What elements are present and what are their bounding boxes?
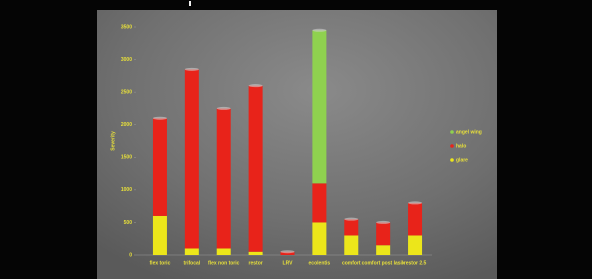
bar-segment xyxy=(217,248,231,255)
y-tick-label: 2000 xyxy=(121,122,132,128)
x-tick-label: restor 2.5 xyxy=(404,260,427,266)
x-tick-label: comfort post lasik xyxy=(362,260,405,266)
bar-segment xyxy=(408,203,422,236)
page: {"chart_data": {"type": "bar", "stacked"… xyxy=(0,0,592,279)
legend-label: halo xyxy=(456,143,466,149)
bar-cap xyxy=(344,218,358,221)
bar-segment xyxy=(376,245,390,255)
x-tick-label: restor xyxy=(249,260,263,266)
y-tick-label: 1500 xyxy=(121,155,132,161)
bar-cap xyxy=(312,29,326,32)
bar-cap xyxy=(153,117,167,120)
bar-segment xyxy=(312,30,326,183)
bar-cap xyxy=(217,107,231,110)
bar-segment xyxy=(153,216,167,255)
bar-segment xyxy=(249,252,263,255)
legend-label: glare xyxy=(456,157,468,163)
bar-cap xyxy=(249,84,263,87)
bar-segment xyxy=(376,222,390,245)
bar-segment xyxy=(344,219,358,235)
bar-segment xyxy=(185,69,199,248)
y-tick-label: 1000 xyxy=(121,187,132,193)
chart: Severity 0 500 1000 1500 2000 2500 3000 3500 fle… xyxy=(0,0,592,279)
y-tick-label: 3500 xyxy=(121,24,132,30)
legend-swatch xyxy=(450,144,454,148)
x-tick-label: ecolentis xyxy=(309,260,331,266)
x-tick-label: comfort xyxy=(342,260,361,266)
legend-label: angel wing xyxy=(456,129,482,135)
y-tick-label: 0 xyxy=(129,252,132,258)
x-tick-label: trifocal xyxy=(183,260,200,266)
bar-segment xyxy=(249,86,263,252)
bar-cap xyxy=(185,68,199,71)
y-tick-label: 2500 xyxy=(121,89,132,95)
bar-segment xyxy=(217,108,231,248)
x-tick-label: LRV xyxy=(283,260,294,266)
bar-cap xyxy=(281,250,295,253)
bar-segment xyxy=(185,248,199,255)
bar-segment xyxy=(153,118,167,216)
y-axis-title: Severity xyxy=(110,131,116,151)
legend-swatch xyxy=(450,130,454,134)
bar-segment xyxy=(344,235,358,255)
x-tick-label: flex non toric xyxy=(208,260,240,266)
bar-segment xyxy=(312,183,326,222)
x-tick-label: flex toric xyxy=(150,260,171,266)
bar-segment xyxy=(312,222,326,255)
bar-cap xyxy=(408,201,422,204)
legend-swatch xyxy=(450,158,454,162)
bar-segment xyxy=(408,235,422,255)
y-tick-label: 500 xyxy=(124,220,133,226)
y-tick-label: 3000 xyxy=(121,57,132,63)
bar-cap xyxy=(376,221,390,224)
